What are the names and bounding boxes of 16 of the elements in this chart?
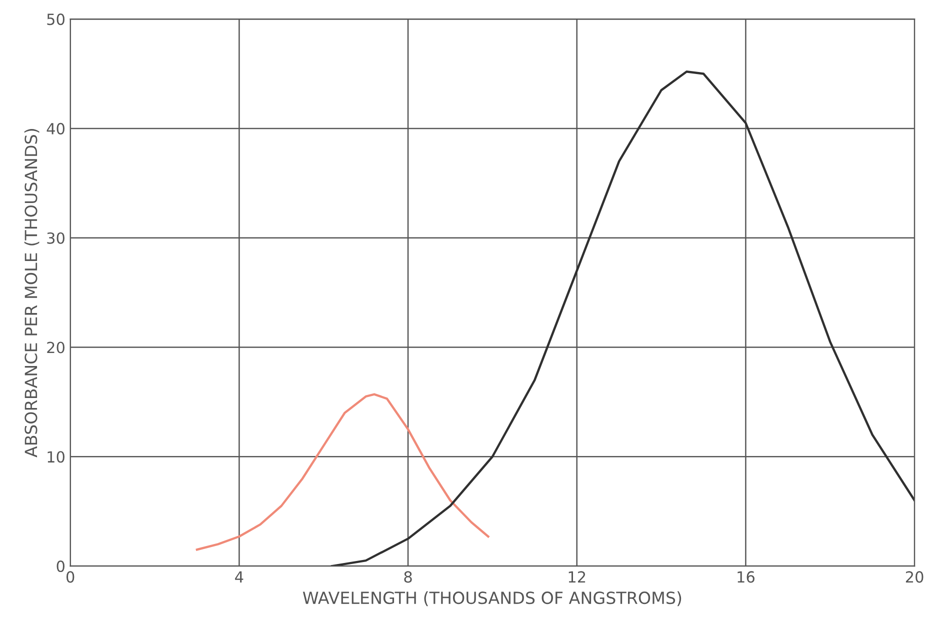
- x-tick-label: 20: [906, 571, 924, 583]
- line-series: [196, 393, 490, 551]
- y-tick-label: 10: [48, 451, 64, 463]
- x-axis-title: WAVELENGTH (THOUSANDS OF ANGSTROMS): [302, 591, 682, 606]
- y-tick-label: 0: [56, 560, 64, 572]
- x-tick-label: 4: [235, 571, 244, 583]
- y-tick-label: 40: [46, 122, 64, 134]
- y-tick-label: 20: [47, 342, 64, 354]
- y-axis-title: ABSORBANCE PER MOLE (THOUSANDS): [24, 129, 40, 458]
- line-series: [330, 70, 915, 566]
- x-tick-label: 8: [404, 571, 412, 583]
- x-tick-label: 12: [568, 571, 586, 583]
- x-tick-label: 0: [66, 571, 74, 583]
- y-tick-label: 50: [47, 14, 64, 26]
- y-tick-label: 30: [47, 232, 64, 244]
- x-tick-label: 16: [738, 571, 754, 583]
